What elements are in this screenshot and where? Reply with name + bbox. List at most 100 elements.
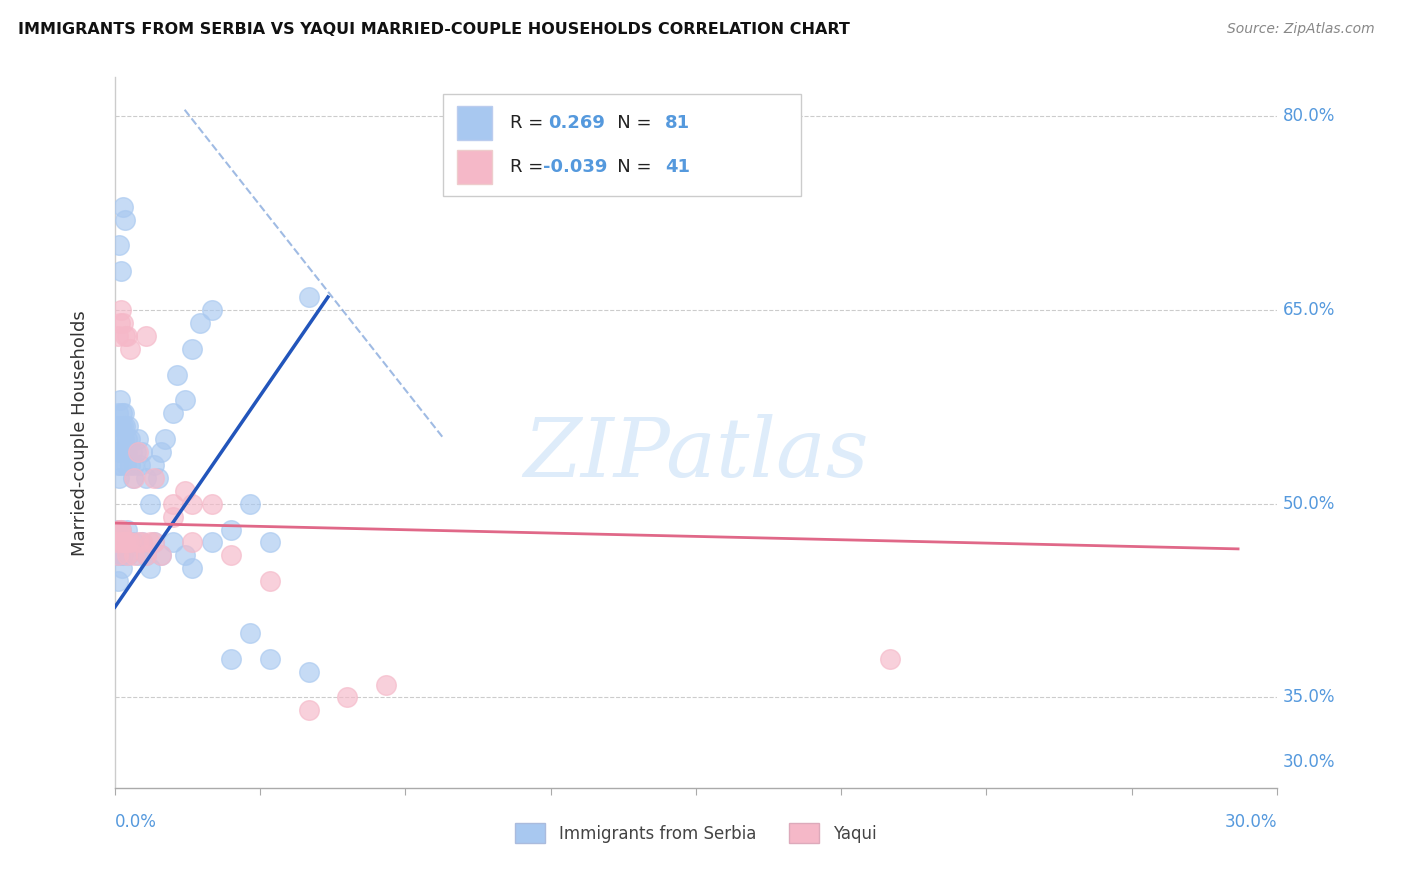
Point bbox=[150, 549, 173, 563]
Point bbox=[142, 458, 165, 472]
Point bbox=[124, 535, 146, 549]
Point bbox=[115, 328, 138, 343]
Text: ZIPatlas: ZIPatlas bbox=[523, 414, 869, 494]
Point bbox=[127, 549, 149, 563]
Point bbox=[181, 535, 204, 549]
Point bbox=[105, 535, 128, 549]
Point bbox=[121, 445, 143, 459]
Point bbox=[125, 445, 148, 459]
Text: 41: 41 bbox=[665, 158, 690, 176]
Point bbox=[111, 316, 134, 330]
Point bbox=[110, 458, 132, 472]
Point bbox=[120, 535, 142, 549]
Text: 0.0%: 0.0% bbox=[115, 813, 157, 830]
Point bbox=[173, 393, 195, 408]
Text: -0.039: -0.039 bbox=[543, 158, 607, 176]
Point bbox=[135, 471, 157, 485]
Point bbox=[173, 549, 195, 563]
Point bbox=[108, 535, 131, 549]
Point bbox=[239, 625, 262, 640]
Point bbox=[110, 523, 132, 537]
Text: R =: R = bbox=[510, 114, 555, 132]
Point bbox=[259, 651, 281, 665]
Point bbox=[114, 458, 136, 472]
Point bbox=[110, 264, 132, 278]
Point bbox=[135, 328, 157, 343]
Point bbox=[142, 471, 165, 485]
Point bbox=[146, 471, 169, 485]
Point bbox=[162, 535, 184, 549]
Point bbox=[162, 509, 184, 524]
Point bbox=[108, 549, 131, 563]
Point bbox=[114, 535, 136, 549]
Text: Source: ZipAtlas.com: Source: ZipAtlas.com bbox=[1227, 22, 1375, 37]
Point bbox=[117, 419, 139, 434]
Point bbox=[259, 535, 281, 549]
Point bbox=[108, 445, 131, 459]
Point bbox=[118, 458, 141, 472]
Point bbox=[135, 549, 157, 563]
Point bbox=[131, 445, 153, 459]
Point bbox=[181, 561, 204, 575]
Text: 30.0%: 30.0% bbox=[1225, 813, 1277, 830]
Point bbox=[375, 677, 398, 691]
Point bbox=[112, 445, 135, 459]
Point bbox=[219, 549, 242, 563]
Text: 35.0%: 35.0% bbox=[1282, 689, 1336, 706]
Point bbox=[219, 523, 242, 537]
Point bbox=[142, 535, 165, 549]
Point bbox=[139, 561, 162, 575]
Point bbox=[111, 419, 134, 434]
Point bbox=[120, 432, 142, 446]
Point bbox=[131, 535, 153, 549]
Point bbox=[188, 316, 211, 330]
Point bbox=[108, 523, 131, 537]
Point bbox=[120, 342, 142, 356]
Point bbox=[155, 432, 177, 446]
Point bbox=[150, 445, 173, 459]
Point bbox=[139, 497, 162, 511]
Point bbox=[115, 523, 138, 537]
Point bbox=[219, 651, 242, 665]
Point bbox=[107, 458, 129, 472]
Point bbox=[336, 690, 359, 705]
Point bbox=[111, 535, 134, 549]
Point bbox=[120, 535, 142, 549]
Point bbox=[107, 432, 129, 446]
Point bbox=[112, 432, 135, 446]
Point bbox=[108, 238, 131, 252]
Text: 0.269: 0.269 bbox=[548, 114, 605, 132]
Point bbox=[201, 497, 224, 511]
Point bbox=[110, 419, 132, 434]
Point bbox=[115, 432, 138, 446]
Point bbox=[131, 535, 153, 549]
Point bbox=[124, 471, 146, 485]
Point bbox=[107, 549, 129, 563]
Point bbox=[259, 574, 281, 589]
Point bbox=[107, 328, 129, 343]
Point bbox=[111, 561, 134, 575]
Text: IMMIGRANTS FROM SERBIA VS YAQUI MARRIED-COUPLE HOUSEHOLDS CORRELATION CHART: IMMIGRANTS FROM SERBIA VS YAQUI MARRIED-… bbox=[18, 22, 851, 37]
Point bbox=[127, 445, 149, 459]
Point bbox=[107, 406, 129, 420]
Point bbox=[108, 316, 131, 330]
Point bbox=[162, 497, 184, 511]
Text: N =: N = bbox=[600, 114, 658, 132]
Text: 65.0%: 65.0% bbox=[1282, 301, 1334, 319]
Point bbox=[297, 290, 319, 304]
Point bbox=[127, 432, 149, 446]
Point bbox=[112, 406, 135, 420]
Point bbox=[110, 432, 132, 446]
Point bbox=[150, 549, 173, 563]
Point bbox=[239, 497, 262, 511]
Point bbox=[107, 574, 129, 589]
Point bbox=[181, 497, 204, 511]
Point bbox=[111, 445, 134, 459]
Point bbox=[114, 445, 136, 459]
Point bbox=[173, 483, 195, 498]
Point bbox=[201, 535, 224, 549]
Text: 30.0%: 30.0% bbox=[1282, 753, 1336, 771]
Point bbox=[114, 419, 136, 434]
Point bbox=[114, 328, 136, 343]
Point bbox=[162, 406, 184, 420]
